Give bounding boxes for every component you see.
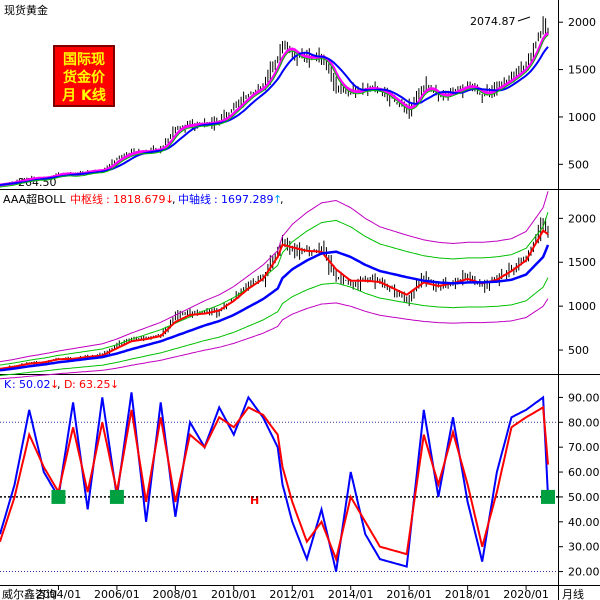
legend-axis-arrow: ↑ bbox=[273, 193, 282, 206]
kd-ytick-label: 30.00 bbox=[568, 541, 600, 554]
legend-d-name: D bbox=[64, 378, 72, 391]
kd-signal-marker bbox=[541, 489, 555, 504]
footer-source: 威尔鑫咨询 bbox=[2, 587, 57, 600]
price-ytick-label: 500 bbox=[568, 158, 589, 171]
kd-k-line bbox=[0, 392, 549, 572]
price-ytick-label: 1000 bbox=[568, 111, 596, 124]
svg-text:,: , bbox=[172, 193, 176, 206]
legend-k-arrow: ↓ bbox=[50, 378, 59, 391]
kd-ytick-label: 80.00 bbox=[568, 416, 600, 429]
panel2-title: AAA超BOLL bbox=[3, 192, 66, 206]
legend-d-arrow: ↓ bbox=[110, 378, 119, 391]
boll-axis-line bbox=[0, 244, 550, 372]
legend-central-name: 中枢线 bbox=[70, 192, 103, 206]
boll-ytick-label: 2000 bbox=[568, 212, 596, 225]
boll-lower-magenta bbox=[0, 298, 549, 380]
boll-ytick-label: 1500 bbox=[568, 256, 596, 269]
badge-line-2: 货金价 bbox=[62, 69, 106, 86]
legend-axis-name: 中轴线 bbox=[178, 192, 211, 206]
x-tick-label: 2018/01 bbox=[445, 588, 491, 600]
boll-lower-green bbox=[0, 277, 549, 376]
legend-central-value: 1818.679 bbox=[113, 193, 166, 206]
svg-text::: : bbox=[72, 378, 76, 391]
panel3-legend: K : 50.02 ↓ , D : 63.25 ↓ bbox=[4, 378, 119, 391]
max-price-label: 2074.87 bbox=[470, 15, 516, 28]
boll-upper-green bbox=[0, 212, 549, 366]
svg-text::: : bbox=[106, 193, 110, 206]
price-ma-green bbox=[0, 34, 549, 188]
legend-k-value: 50.02 bbox=[19, 378, 51, 391]
plot-layer: 500 1000 1500 2000 500 1000 1500 2000 20.00 30.00… bbox=[0, 16, 600, 600]
panel2-legend: AAA超BOLL 中枢线 : 1818.679 ↓ , 中轴线 : 1697.2… bbox=[3, 192, 284, 206]
kd-d-line bbox=[0, 405, 549, 563]
panel1-title: 现货黄金 bbox=[4, 3, 48, 17]
x-tick-label: 2010/01 bbox=[211, 588, 257, 600]
badge-line-3: 月 K线 bbox=[61, 87, 106, 104]
kd-ytick-label: 20.00 bbox=[568, 566, 600, 579]
legend-axis-value: 1697.289 bbox=[221, 193, 274, 206]
price-ytick-label: 1500 bbox=[568, 64, 596, 77]
x-tick-label: 2014/01 bbox=[328, 588, 374, 600]
x-tick-label: 2008/01 bbox=[153, 588, 199, 600]
svg-text::: : bbox=[214, 193, 218, 206]
x-tick-label: 2012/01 bbox=[269, 588, 315, 600]
svg-text:,: , bbox=[57, 378, 61, 391]
x-tick-label: 2006/01 bbox=[94, 588, 140, 600]
kd-mid-label: H bbox=[250, 494, 259, 507]
max-price-pointer bbox=[517, 16, 531, 22]
kd-ytick-label: 50.00 bbox=[568, 491, 600, 504]
price-ytick-label: 2000 bbox=[568, 16, 596, 29]
kd-ytick-label: 40.00 bbox=[568, 516, 600, 529]
footer-period: 月线 bbox=[562, 587, 584, 600]
boll-upper-magenta bbox=[0, 191, 549, 363]
chart-badge: 国际现 货金价 月 K线 bbox=[53, 45, 115, 107]
kd-signal-marker bbox=[51, 489, 66, 504]
boll-ytick-label: 500 bbox=[568, 344, 589, 357]
kd-signal-marker bbox=[109, 489, 124, 504]
kd-ytick-label: 60.00 bbox=[568, 466, 600, 479]
x-tick-label: 2020/01 bbox=[503, 588, 549, 600]
boll-ytick-label: 1000 bbox=[568, 300, 596, 313]
price-ma-blue bbox=[0, 46, 549, 186]
legend-k-name: K bbox=[4, 378, 12, 391]
kd-ytick-label: 70.00 bbox=[568, 441, 600, 454]
legend-d-value: 63.25 bbox=[79, 378, 111, 391]
svg-text::: : bbox=[12, 378, 16, 391]
badge-line-1: 国际现 bbox=[63, 52, 105, 68]
legend-central-arrow: ↓ bbox=[165, 193, 174, 206]
svg-text:,: , bbox=[280, 193, 284, 206]
x-tick-label: 2016/01 bbox=[386, 588, 432, 600]
x-tick-label: 2004/01 bbox=[36, 588, 82, 600]
kd-ytick-label: 90.00 bbox=[568, 391, 600, 404]
